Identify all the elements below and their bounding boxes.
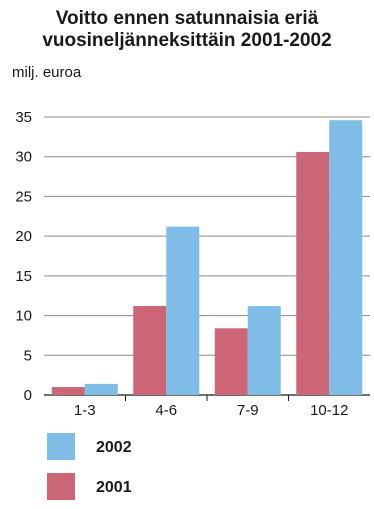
y-tick-label: 10 bbox=[15, 308, 32, 325]
legend-swatch-2001 bbox=[47, 473, 75, 500]
chart-title-line1: Voitto ennen satunnaisia eriä bbox=[55, 8, 319, 29]
y-tick-label: 0 bbox=[24, 387, 32, 404]
bar-2002-7-9 bbox=[247, 306, 281, 395]
y-tick-label: 35 bbox=[15, 109, 32, 126]
x-tick-label: 10-12 bbox=[310, 402, 348, 419]
legend-swatch-2002 bbox=[47, 433, 75, 460]
bar-2002-10-12 bbox=[329, 120, 363, 396]
legend-label-2002: 2002 bbox=[96, 439, 132, 456]
bar-2001-1-3 bbox=[51, 387, 85, 395]
bar-2002-1-3 bbox=[84, 383, 118, 395]
bar-2001-10-12 bbox=[296, 151, 330, 395]
x-tick-label: 1-3 bbox=[74, 402, 96, 419]
x-tick-label: 4-6 bbox=[155, 402, 177, 419]
y-tick-label: 30 bbox=[15, 149, 32, 166]
x-tick-label: 7-9 bbox=[237, 402, 259, 419]
y-tick-label: 25 bbox=[15, 188, 32, 205]
bar-2002-4-6 bbox=[166, 226, 200, 395]
y-axis-unit-label: milj. euroa bbox=[12, 64, 82, 81]
legend-label-2001: 2001 bbox=[96, 479, 132, 496]
chart-title-line2: vuosineljänneksittäin 2001-2002 bbox=[42, 30, 332, 51]
chart-title: Voitto ennen satunnaisia eriä vuosineljä… bbox=[0, 8, 374, 52]
y-tick-label: 20 bbox=[15, 228, 32, 245]
y-tick-label: 5 bbox=[24, 347, 32, 364]
bar-2001-7-9 bbox=[214, 328, 248, 395]
bar-2001-4-6 bbox=[133, 306, 167, 395]
y-tick-label: 15 bbox=[15, 268, 32, 285]
